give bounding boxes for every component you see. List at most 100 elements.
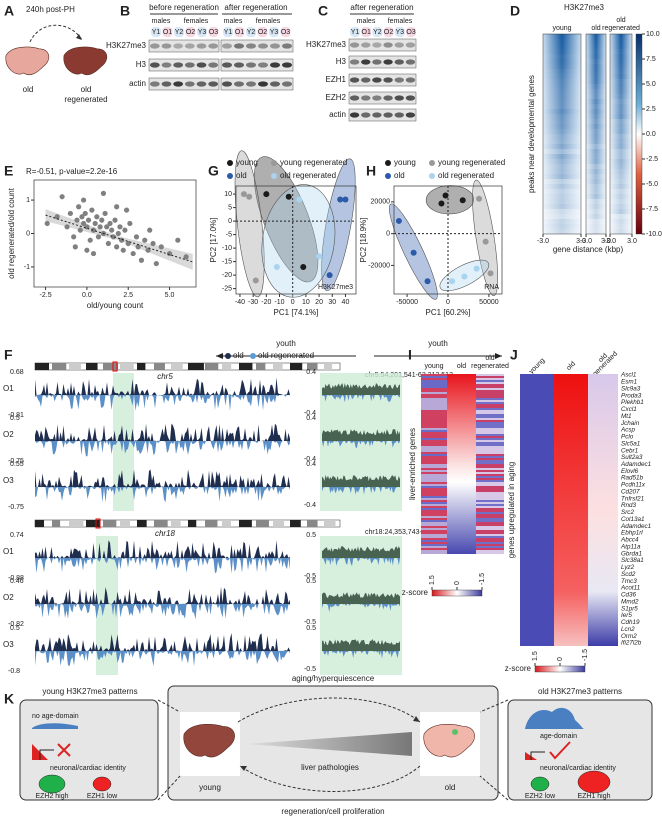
x-tick-label: 5.0 [165, 292, 175, 299]
x-tick-label: 0.0 [82, 292, 92, 299]
ideogram-band [205, 520, 218, 527]
panel-letter: I [408, 347, 412, 363]
point [107, 220, 113, 227]
legend-label: old regenerated [258, 351, 314, 360]
blot [220, 39, 294, 53]
band [394, 59, 404, 65]
lane-label: Y3 [270, 29, 279, 36]
axis-label: peaks near developmental genes [527, 75, 536, 193]
lane-label: Y2 [175, 29, 184, 36]
colorbar-label: -7.5 [646, 206, 658, 213]
heatmap-row [421, 520, 447, 522]
heatmap-row [421, 420, 447, 422]
lane-label: O3 [281, 29, 290, 36]
ideogram-band [69, 363, 82, 370]
ideogram-band [324, 520, 336, 527]
heatmap-row [476, 500, 504, 502]
colorbar-label: 1.5 [532, 651, 539, 661]
point [150, 240, 156, 247]
scale-label: -0.81 [8, 412, 24, 419]
box-title: old H3K27me3 patterns [538, 687, 622, 696]
point [109, 227, 115, 233]
column-label: regenerated [602, 25, 640, 32]
point [95, 234, 102, 240]
y-tick-label: 0 [386, 230, 390, 237]
band [361, 42, 371, 48]
heatmap-row [476, 450, 504, 452]
chrom-label: chr5 [157, 372, 173, 381]
ideogram-mark [95, 518, 101, 529]
domain-label: age-domain [540, 733, 577, 740]
connector [157, 699, 181, 713]
liver-young [183, 723, 235, 758]
aging-arc [237, 697, 421, 723]
ideogram-band [222, 520, 231, 527]
band [233, 81, 245, 87]
point [79, 214, 85, 220]
lane-tag [269, 27, 279, 37]
lane-tag [234, 27, 245, 37]
scale-label: -0.5 [304, 666, 316, 673]
sex-label: females [184, 18, 209, 25]
point [97, 224, 103, 230]
heatmap-row [476, 410, 504, 412]
heatmap-row [421, 480, 447, 482]
heatmap-row [421, 444, 447, 446]
heatmap-row [421, 528, 447, 530]
lane-tag [246, 27, 256, 37]
band [405, 42, 416, 48]
x-tick-label: 50000 [479, 299, 499, 306]
band [208, 62, 219, 68]
scale-label: 0.4 [306, 461, 316, 468]
lane-label: Y1 [224, 29, 233, 36]
gene-label: Elovl6 [621, 468, 639, 475]
ideogram-band [52, 520, 61, 527]
band [361, 59, 371, 65]
axis-label: PC2 [18.9%] [359, 218, 368, 263]
gene-label: Atp11a [620, 543, 641, 550]
scale-label: 0.4 [306, 369, 316, 376]
axis-label: PC1 [74.1%] [274, 308, 319, 317]
row-label: H3 [336, 57, 347, 66]
heatmap-row [476, 426, 504, 428]
legend-dot [429, 160, 435, 166]
heatmap-row [476, 506, 504, 508]
sample-label: O3 [3, 640, 14, 649]
point [130, 250, 136, 257]
heatmap-row [476, 524, 504, 526]
heatmap-row [421, 500, 447, 502]
lane-label: Y2 [247, 29, 256, 36]
ezh1 [577, 770, 611, 794]
age-domain [525, 707, 584, 729]
gene-label: Acsp [620, 427, 635, 434]
heatmap-row [421, 496, 447, 498]
panel-letter: B [120, 3, 130, 19]
band [361, 77, 371, 83]
heatmap-row [421, 466, 447, 468]
gene-label: Orm2 [621, 633, 637, 640]
colorbar-label: 7.5 [646, 56, 656, 63]
row-label: H3K27me3 [306, 40, 347, 49]
wedge-label: liver pathologies [301, 763, 359, 772]
zoom-signal [322, 475, 400, 487]
heatmap-row [421, 442, 447, 444]
lane-label: O2 [186, 29, 195, 36]
gene-label: Pcdh11x [621, 482, 646, 489]
colorbar-label: 0.0 [646, 131, 656, 138]
trend-line [45, 214, 193, 263]
regen-arc [239, 765, 421, 792]
heatmap-row [476, 444, 504, 446]
axis-label: genes upregulated in aging [507, 462, 516, 559]
point [90, 227, 97, 233]
point [449, 278, 456, 285]
gene-label: Cd207 [621, 488, 640, 495]
band [208, 81, 219, 87]
y-tick-label: 20000 [371, 199, 391, 206]
heatmap-row [421, 536, 447, 538]
band [394, 77, 404, 83]
scale-label: -0.8 [8, 668, 20, 675]
band [383, 77, 393, 83]
band [405, 95, 416, 101]
region-label: chr5:54,201,541-62,212,513 [365, 372, 453, 379]
point [67, 210, 73, 217]
